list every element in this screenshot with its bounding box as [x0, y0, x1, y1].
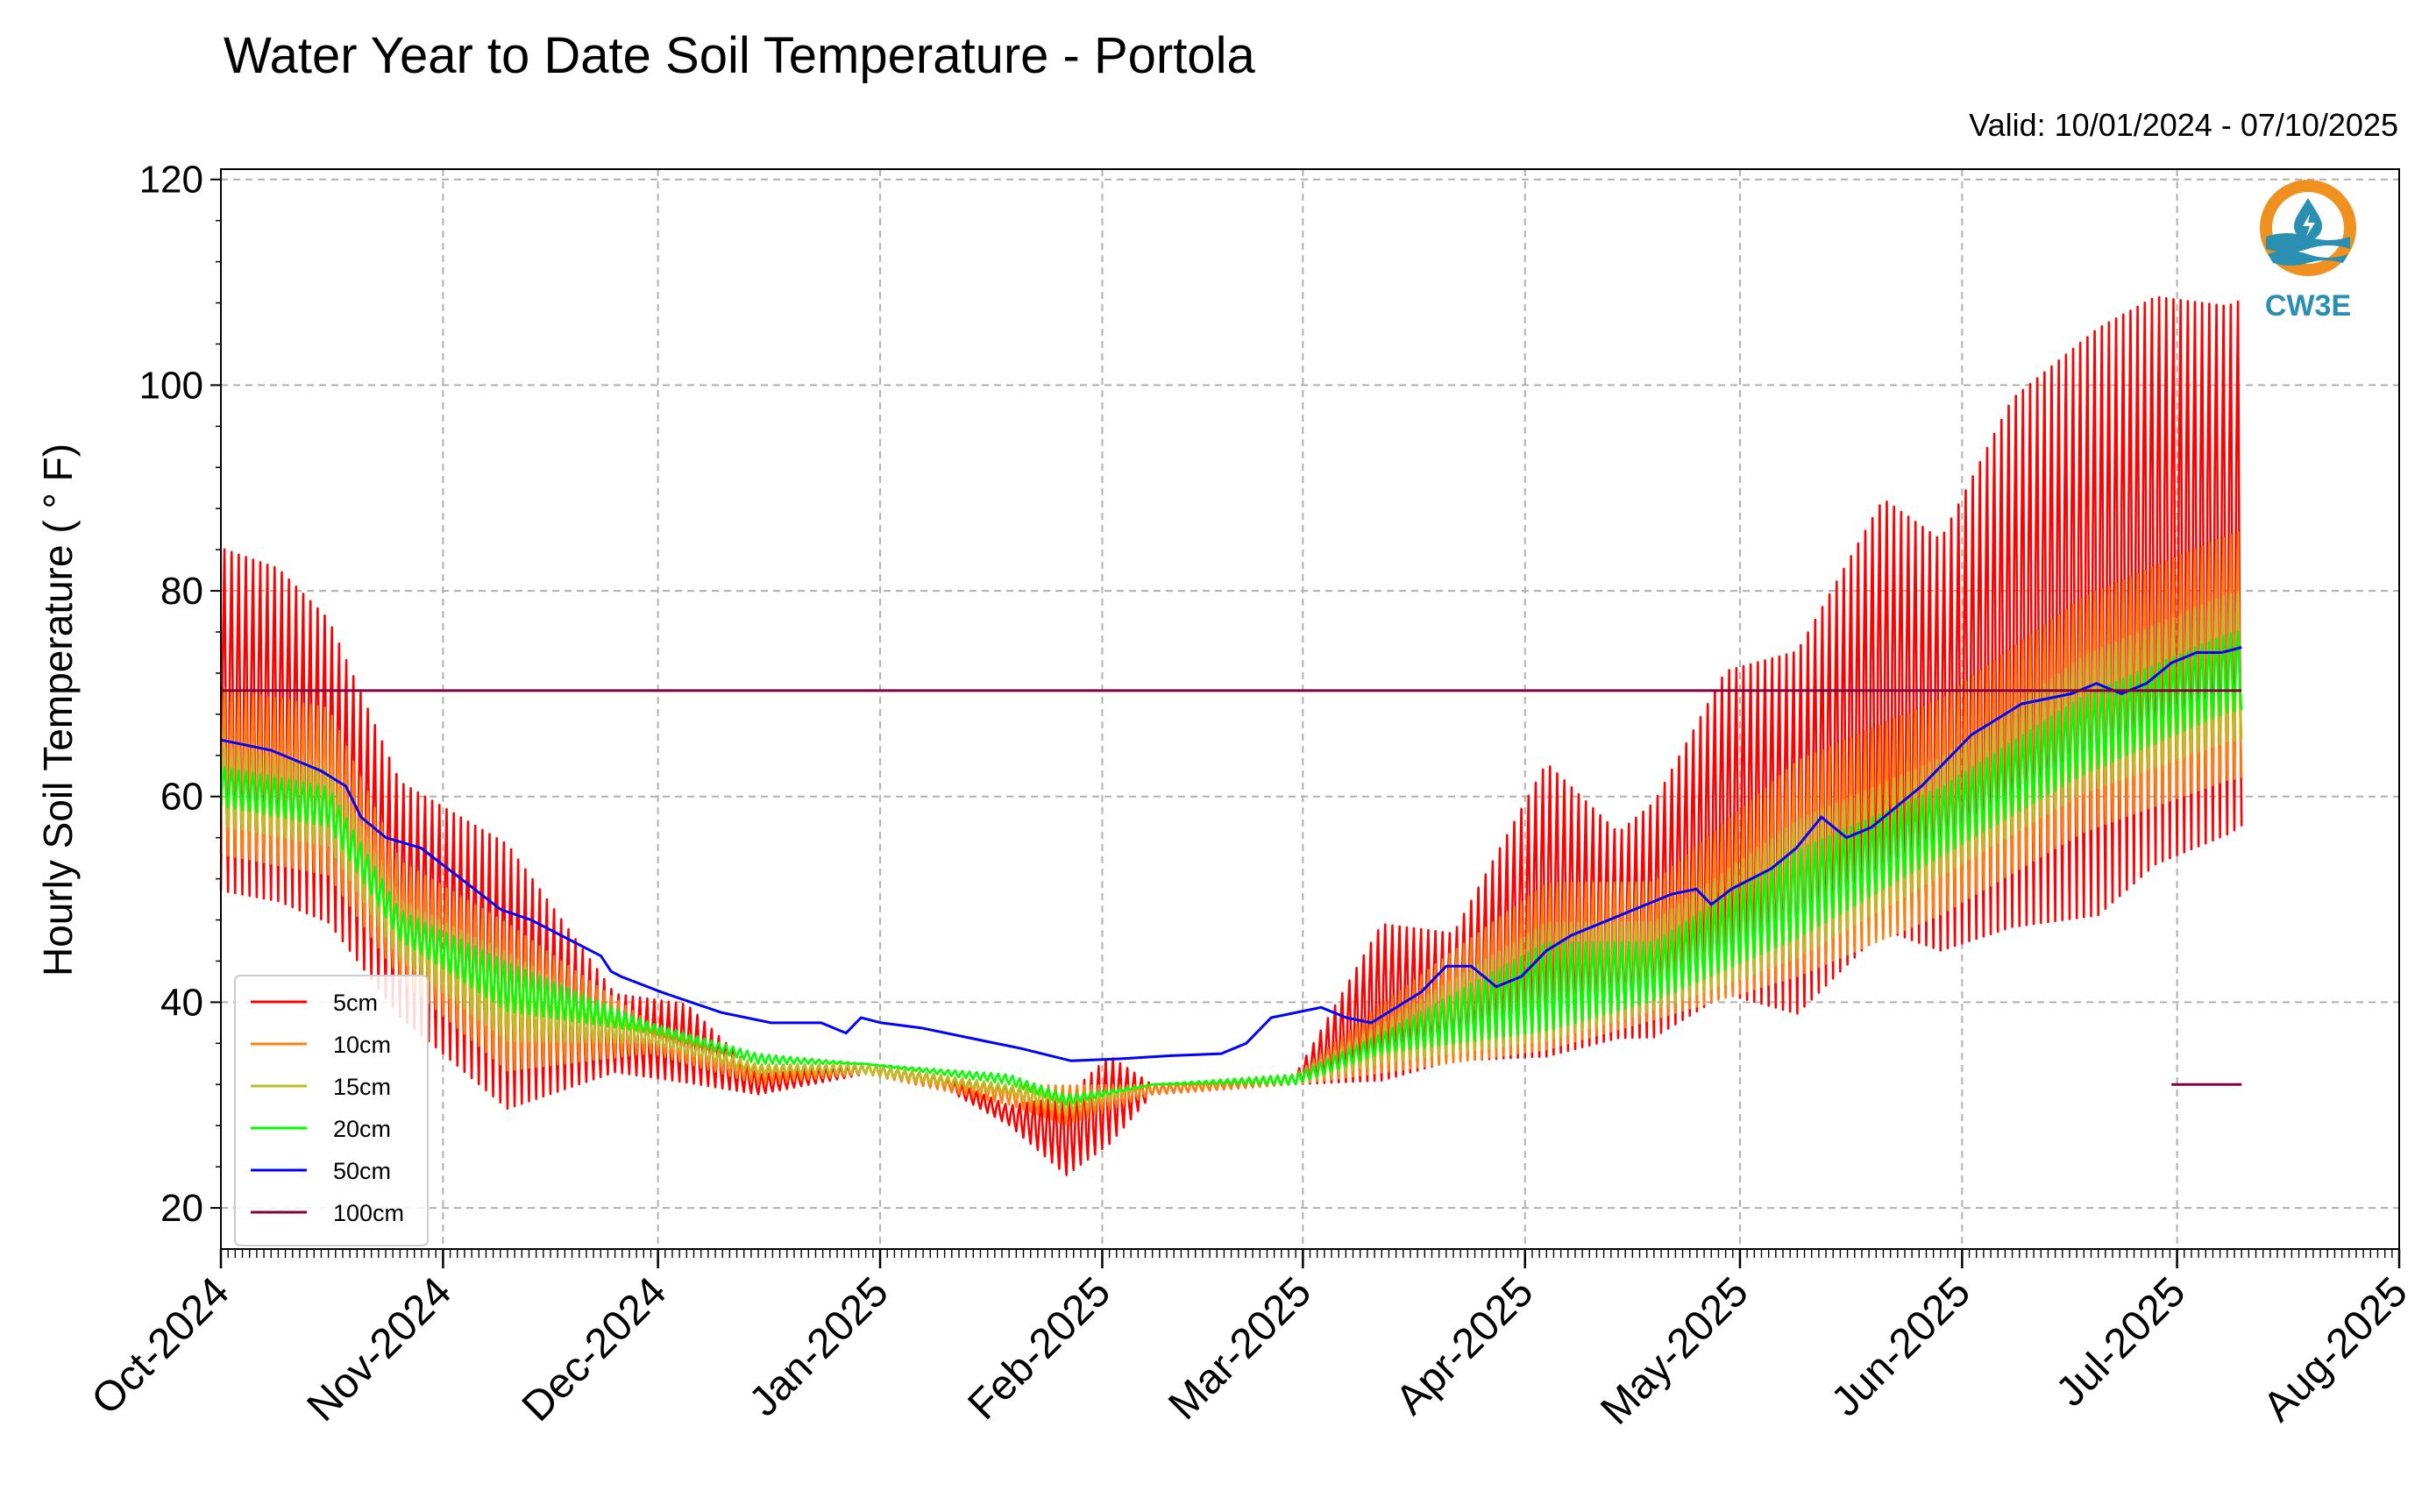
series-line-20cm: [219, 630, 2243, 1106]
x-axis: Oct-2024 Nov-2024 Dec-2024 Jan-2025 Feb-2025…: [83, 1249, 2417, 1434]
x-tick-label: Oct-2024: [83, 1268, 238, 1423]
legend-label-10cm: 10cm: [333, 1032, 391, 1058]
x-tick-label: May-2025: [1592, 1268, 1757, 1433]
legend-label-100cm: 100cm: [333, 1200, 404, 1226]
legend-label-50cm: 50cm: [333, 1158, 391, 1184]
x-tick-label: Apr-2025: [1387, 1268, 1542, 1423]
x-tick-label: Mar-2025: [1160, 1268, 1320, 1429]
legend: 5cm 10cm 15cm 20cm 50cm 100cm: [234, 975, 429, 1246]
y-tick-label: 80: [160, 570, 203, 613]
y-tick-label: 40: [160, 981, 203, 1024]
logo-text: CW3E: [2265, 289, 2351, 323]
series-line-50cm: [220, 646, 2242, 1062]
x-tick-label: Dec-2024: [514, 1268, 676, 1430]
y-axis: 20 40 60 80 100 120: [139, 159, 221, 1230]
bolt-icon: [2303, 214, 2315, 237]
cw3e-logo: CW3E: [2260, 180, 2356, 323]
y-axis-title: Hourly Soil Temperature ( ° F): [35, 444, 81, 976]
valid-date-range: Valid: 10/01/2024 - 07/10/2025: [1969, 107, 2398, 143]
series-layer: [219, 295, 2243, 1176]
x-tick-label: Feb-2025: [959, 1268, 1119, 1429]
x-tick-label: Nov-2024: [299, 1268, 461, 1430]
logo-wave-lower: [2268, 251, 2348, 266]
legend-label-15cm: 15cm: [333, 1074, 391, 1100]
y-tick-label: 100: [139, 364, 203, 407]
x-tick-label: Jul-2025: [2048, 1268, 2195, 1416]
y-tick-label: 60: [160, 776, 203, 819]
y-tick-label: 20: [160, 1187, 203, 1230]
x-tick-label: Jan-2025: [741, 1268, 898, 1425]
logo-wave: [2266, 233, 2350, 252]
legend-label-5cm: 5cm: [333, 990, 378, 1016]
legend-label-20cm: 20cm: [333, 1116, 391, 1142]
x-tick-label: Aug-2025: [2255, 1268, 2417, 1430]
series-line-10cm: [219, 531, 2243, 1126]
chart-title: Water Year to Date Soil Temperature - Po…: [224, 27, 1255, 84]
x-tick-label: Jun-2025: [1822, 1268, 1979, 1425]
y-tick-label: 120: [139, 159, 203, 202]
